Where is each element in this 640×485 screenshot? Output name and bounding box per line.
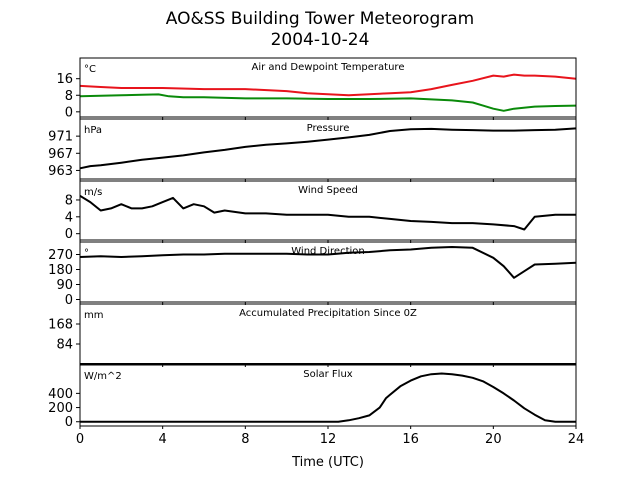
panel-2-unit: hPa (84, 125, 102, 136)
panel-1-series-1-line (79, 73, 577, 97)
panel-2-ytick-label: 963 (48, 164, 73, 179)
panel-5: 84 168 Accumulated Precipitation Since 0Z m… (48, 303, 577, 367)
panel-4-unit: ° (84, 248, 89, 259)
panel-2: 963 967 971 Pressure hPa (48, 118, 577, 182)
panel-4-title: Wind Direction (291, 246, 365, 257)
x-tick-label: 4 (159, 432, 167, 447)
panel-6-series-1-line (80, 372, 576, 423)
panel-4-ytick-label: 90 (56, 278, 73, 293)
panel-1-ytick-label: 16 (56, 72, 73, 87)
panel-1-ytick-label: 0 (65, 105, 73, 120)
panel-3-title: Wind Speed (298, 185, 358, 196)
panel-2-ytick-label: 971 (48, 130, 73, 145)
x-axis-label: Time (UTC) (291, 455, 364, 470)
panel-4-ytick-label: 270 (48, 248, 73, 263)
panel-5-title: Accumulated Precipitation Since 0Z (239, 308, 417, 319)
panel-4-series-1-line (79, 246, 577, 279)
panel-5-unit: mm (84, 310, 103, 321)
x-tick-label: 16 (402, 432, 419, 447)
panel-1-title: Air and Dewpoint Temperature (252, 62, 405, 73)
x-tick-label: 20 (485, 432, 502, 447)
figure-title: AO&SS Building Tower Meteorogram (166, 9, 474, 29)
x-tick-label: 24 (568, 432, 585, 447)
panel-1-ytick-label: 8 (65, 89, 73, 104)
panel-6-ytick-label: 0 (65, 415, 73, 430)
panel-1-series-2-line (79, 93, 577, 112)
panel-6-unit: W/m^2 (84, 371, 122, 382)
panel-6-ytick-label: 400 (48, 387, 73, 402)
panel-5-ytick-label: 84 (56, 338, 73, 353)
panel-3: 0 4 8 Wind Speed m/s (65, 180, 577, 243)
panel-2-title: Pressure (307, 123, 350, 134)
panel-1-unit: °C (84, 64, 96, 75)
panel-3-ytick-label: 4 (65, 210, 73, 225)
panel-3-series-1-line (79, 194, 576, 231)
panel-4-ytick-label: 180 (48, 263, 73, 278)
x-tick-label: 8 (241, 432, 249, 447)
panel-3-ytick-label: 0 (65, 227, 73, 242)
panel-2-ytick-label: 967 (48, 147, 73, 162)
panel-6-title: Solar Flux (303, 369, 353, 380)
panel-6-ytick-label: 200 (48, 401, 73, 416)
panel-5-ytick-label: 168 (48, 318, 73, 333)
panel-3-ytick-label: 8 (65, 193, 73, 208)
panel-1: 08 16 Air and Dewpoint Temperature °C (56, 57, 577, 120)
panel-3-unit: m/s (84, 187, 102, 198)
x-tick-label: 12 (320, 432, 337, 447)
x-tick-label: 0 (76, 432, 84, 447)
figure-date: 2004-10-24 (271, 30, 370, 50)
panel-2-series-1-line (79, 127, 577, 170)
panel-4-ytick-label: 0 (65, 293, 73, 308)
